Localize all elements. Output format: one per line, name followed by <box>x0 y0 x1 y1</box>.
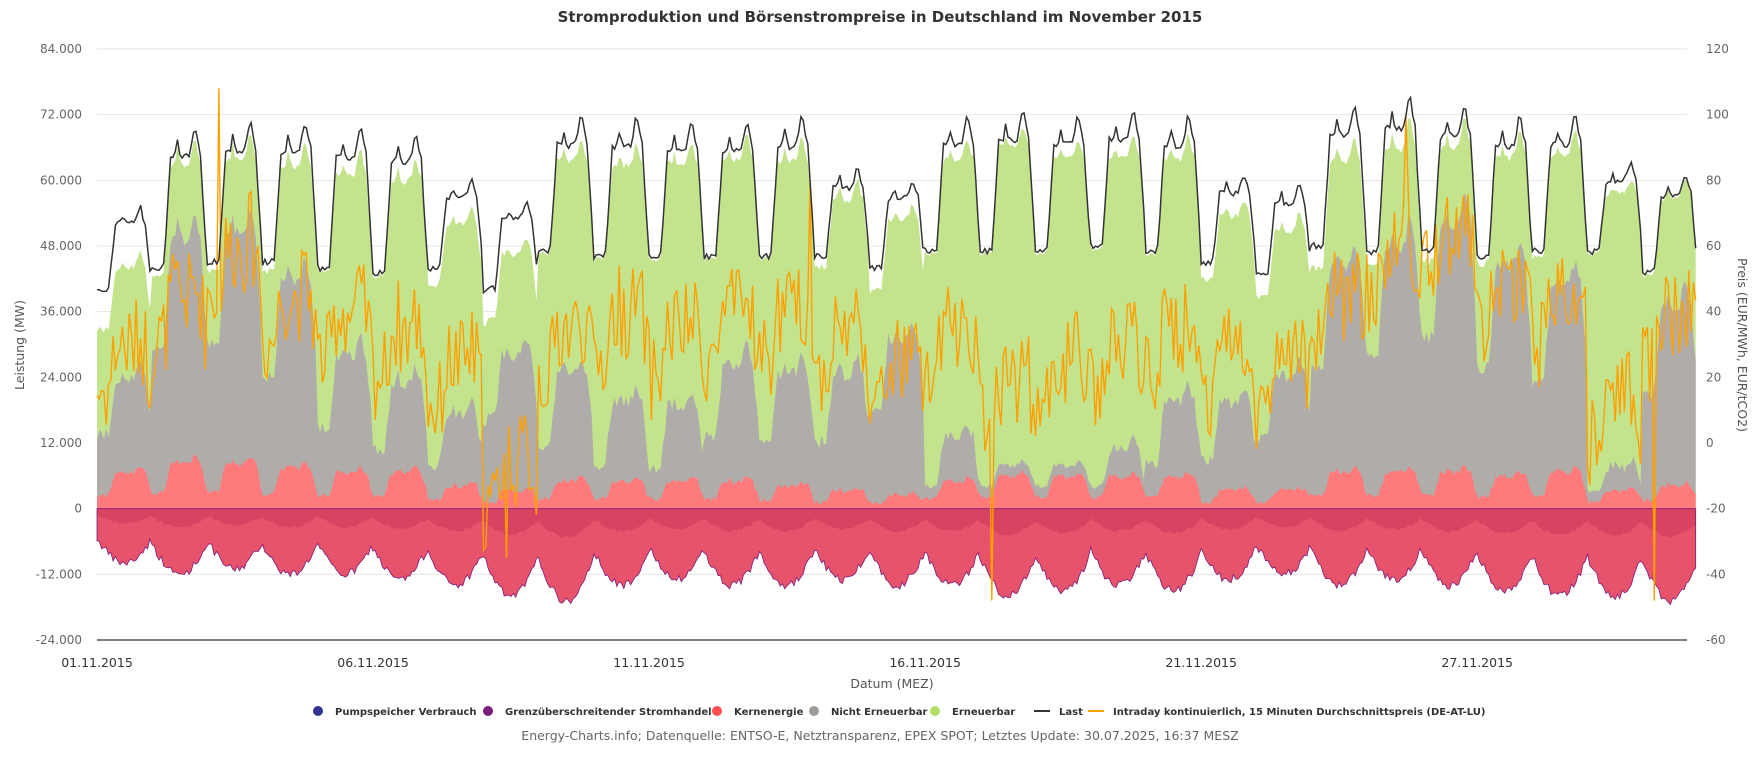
legend-label: Erneuerbar <box>952 707 1015 718</box>
y-axis-right-title: Preis (EUR/MWh, EUR/tCO2) <box>1735 258 1750 432</box>
y-tick-right: 40 <box>1706 305 1721 319</box>
x-tick: 06.11.2015 <box>337 655 409 670</box>
y-tick-left: 72.000 <box>40 108 82 122</box>
legend-label: Kernenergie <box>734 707 804 718</box>
series-grenzueberschreitender-stromhandel <box>96 508 1697 606</box>
x-tick: 11.11.2015 <box>613 655 685 670</box>
plot-area <box>96 88 1697 606</box>
y-tick-right: 80 <box>1706 173 1721 187</box>
credits[interactable]: Energy-Charts.info; Datenquelle: ENTSO-E… <box>521 728 1238 743</box>
legend-item[interactable]: Erneuerbar <box>930 706 1015 718</box>
series-nicht-erneuerbar <box>97 194 1696 509</box>
y-axis-left: 84.000 72.000 60.000 48.000 36.000 24.000 12.0… <box>36 42 82 647</box>
legend-marker-circle <box>483 706 493 716</box>
x-axis-title: Datum (MEZ) <box>850 676 933 691</box>
y-tick-left: 36.000 <box>40 305 82 319</box>
legend-label: Grenzüberschreitender Stromhandel <box>505 707 712 718</box>
legend-label: Pumpspeicher Verbrauch <box>335 707 477 718</box>
legend-label: Nicht Erneuerbar <box>831 707 928 718</box>
y-tick-left: 12.000 <box>40 436 82 450</box>
series-last <box>96 95 1697 295</box>
y-tick-left: 84.000 <box>40 42 82 56</box>
y-tick-left: 48.000 <box>40 239 82 253</box>
y-tick-right: 60 <box>1706 239 1721 253</box>
legend-label: Last <box>1059 707 1083 718</box>
y-tick-right: 100 <box>1706 108 1729 122</box>
legend-item[interactable]: Intraday kontinuierlich, 15 Minuten Durc… <box>1088 707 1485 718</box>
y-axis-right: 120 100 80 60 40 20 0 -20 -40 -60 <box>1706 42 1729 647</box>
legend-marker-circle <box>930 706 940 716</box>
legend-item[interactable]: Grenzüberschreitender Stromhandel <box>483 706 712 718</box>
y-tick-left: 24.000 <box>40 370 82 384</box>
y-tick-right: -60 <box>1706 633 1726 647</box>
y-tick-right: -40 <box>1706 567 1726 581</box>
y-tick-right: 120 <box>1706 42 1729 56</box>
legend-marker-circle <box>712 706 722 716</box>
x-axis: 01.11.2015 06.11.2015 11.11.2015 16.11.2015… <box>61 655 1513 670</box>
x-tick: 16.11.2015 <box>889 655 961 670</box>
legend-label: Intraday kontinuierlich, 15 Minuten Durc… <box>1113 707 1485 718</box>
series-kernenergie <box>97 454 1696 509</box>
y-tick-right: -20 <box>1706 502 1726 516</box>
legend-item[interactable]: Kernenergie <box>712 706 804 718</box>
x-tick: 21.11.2015 <box>1165 655 1237 670</box>
y-tick-left: 0 <box>74 502 82 516</box>
series-intraday-preis <box>96 88 1697 601</box>
legend-marker-circle <box>809 706 819 716</box>
legend-item[interactable]: Nicht Erneuerbar <box>809 706 928 718</box>
y-tick-left: 60.000 <box>40 173 82 187</box>
legend: Pumpspeicher Verbrauch Grenzüberschreiten… <box>313 706 1485 718</box>
y-tick-left: -24.000 <box>36 633 82 647</box>
y-tick-right: 0 <box>1706 436 1714 450</box>
x-tick: 27.11.2015 <box>1441 655 1513 670</box>
legend-item[interactable]: Pumpspeicher Verbrauch <box>313 706 477 718</box>
x-tick: 01.11.2015 <box>61 655 133 670</box>
y-axis-left-title: Leistung (MW) <box>12 300 27 390</box>
y-tick-left: -12.000 <box>36 567 82 581</box>
legend-marker-circle <box>313 706 323 716</box>
chart-title: Stromproduktion und Börsenstrompreise in… <box>558 8 1203 26</box>
y-tick-right: 20 <box>1706 370 1721 384</box>
legend-item[interactable]: Last <box>1034 707 1083 718</box>
